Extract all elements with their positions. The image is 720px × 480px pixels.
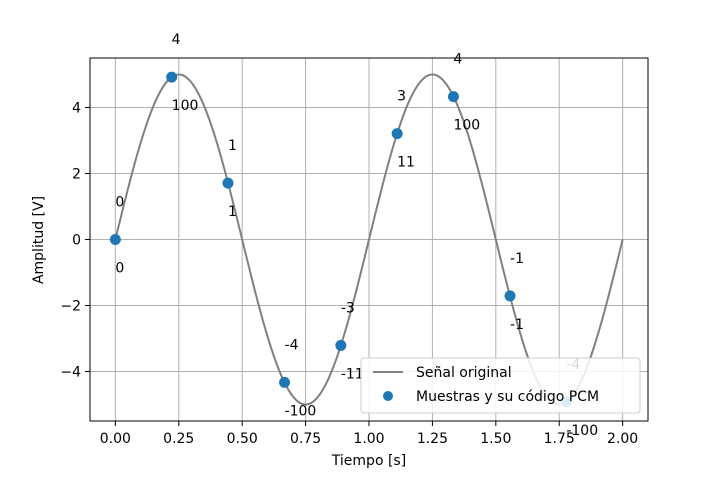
quantized-level-label: 4: [453, 52, 462, 68]
legend-samples-swatch: [383, 391, 393, 401]
legend-signal-label: Señal original: [416, 365, 512, 381]
pcm-code-label: -11: [341, 366, 364, 382]
pcm-code-label: 1: [228, 204, 237, 220]
x-tick-label: 0.50: [227, 431, 258, 447]
y-tick-label: 2: [72, 167, 81, 183]
x-axis: 0.00 0.25 0.50 0.75 1.00 1.25 1.50 1.75 2.00: [100, 421, 638, 447]
pcm-code-label: -100: [285, 403, 317, 419]
y-tick-label: 4: [72, 101, 81, 117]
x-tick-label: 2.00: [607, 431, 638, 447]
pcm-code-label: 0: [115, 261, 124, 277]
x-tick-label: 1.00: [353, 431, 384, 447]
quantized-level-label: 4: [172, 32, 181, 48]
x-tick-label: 0.75: [290, 431, 321, 447]
sample-point: [279, 376, 291, 388]
quantized-level-label: 3: [397, 89, 406, 105]
y-axis: −4 −2 0 2 4: [60, 101, 90, 381]
sample-point: [447, 91, 459, 103]
quantized-level-label: 1: [228, 138, 237, 154]
pcm-code-label: 100: [172, 98, 199, 114]
sample-point: [166, 71, 178, 83]
legend: Señal original Muestras y su código PCM: [360, 357, 641, 414]
y-tick-label: 0: [72, 233, 81, 249]
y-axis-title: Amplitud [V]: [31, 196, 47, 284]
y-tick-label: −4: [60, 365, 81, 381]
x-axis-title: Tiempo [s]: [331, 453, 406, 469]
pcm-code-label: 100: [453, 118, 480, 134]
quantized-level-label: -3: [341, 300, 355, 316]
sample-point: [391, 128, 403, 140]
x-tick-label: 1.75: [544, 431, 575, 447]
pcm-code-label: -100: [566, 423, 598, 439]
sample-point: [335, 339, 347, 351]
x-tick-label: 1.25: [417, 431, 448, 447]
sample-point: [504, 290, 516, 302]
quantized-level-label: -1: [510, 251, 524, 267]
sample-point: [109, 234, 121, 245]
legend-samples-label: Muestras y su código PCM: [416, 389, 599, 405]
x-tick-label: 0.00: [100, 431, 131, 447]
pcm-code-label: 11: [397, 155, 415, 171]
quantized-level-label: 0: [115, 195, 124, 211]
y-tick-label: −2: [60, 299, 81, 315]
legend-box: [360, 357, 641, 414]
x-tick-label: 0.25: [163, 431, 194, 447]
x-tick-label: 1.50: [480, 431, 511, 447]
pcm-code-label: -1: [510, 317, 524, 333]
sample-point: [222, 177, 234, 189]
quantized-level-label: -4: [285, 337, 299, 353]
